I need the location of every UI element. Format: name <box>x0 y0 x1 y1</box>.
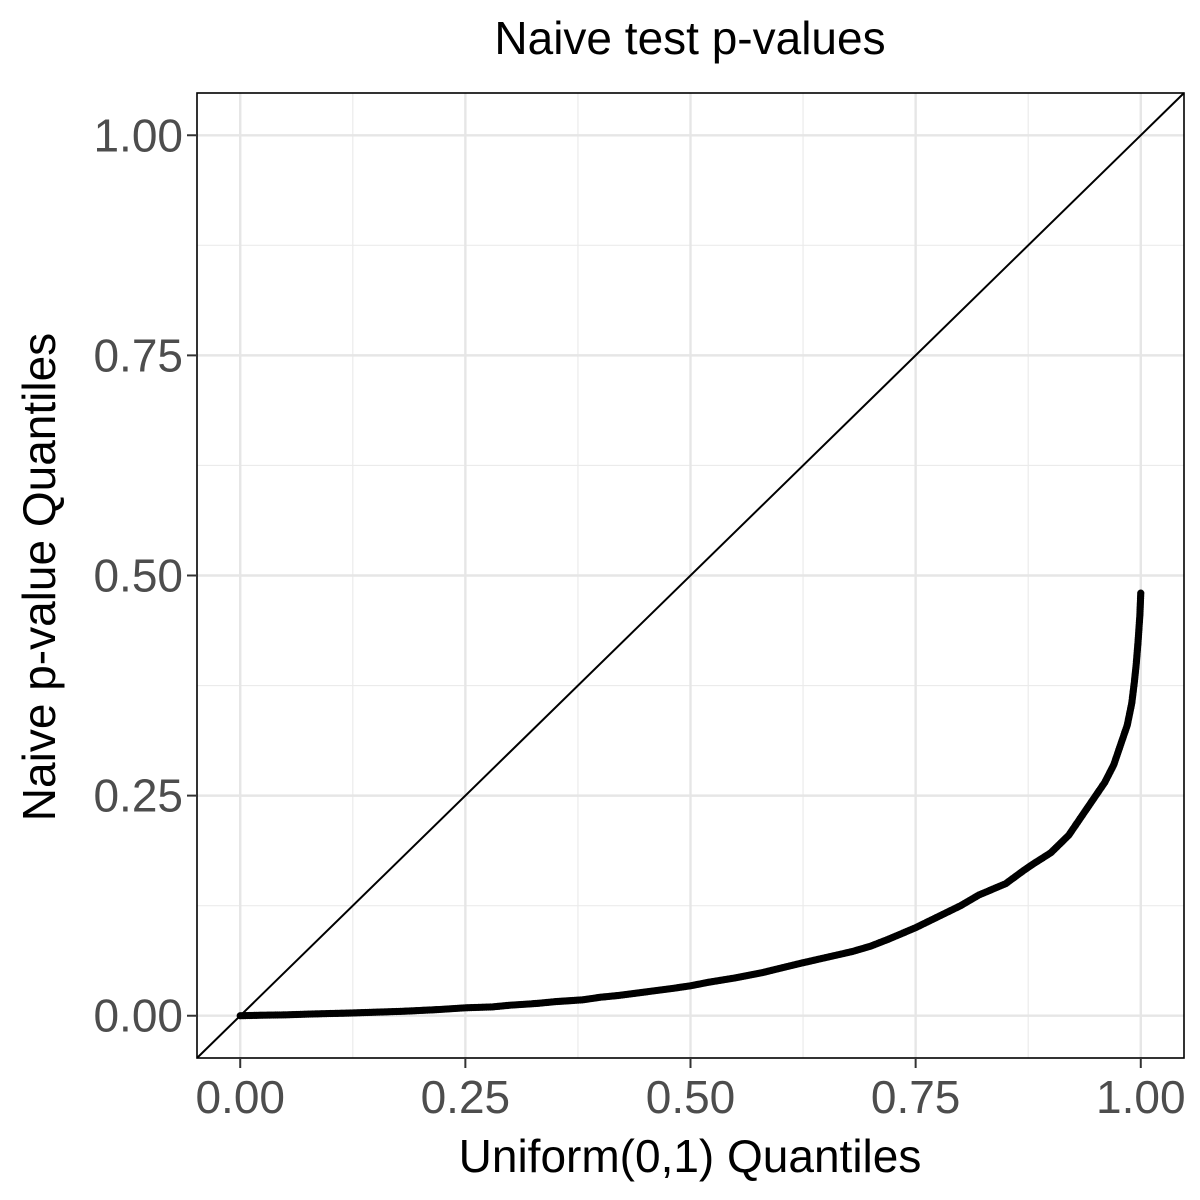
y-tick-label: 0.00 <box>93 990 183 1042</box>
data-point <box>1137 589 1145 597</box>
x-tick-label: 0.25 <box>421 1071 511 1123</box>
x-tick-label: 1.00 <box>1096 1071 1186 1123</box>
x-axis-title: Uniform(0,1) Quantiles <box>459 1130 922 1182</box>
y-tick-label: 0.50 <box>93 550 183 602</box>
y-tick-label: 1.00 <box>93 109 183 161</box>
y-tick-label: 0.25 <box>93 770 183 822</box>
x-tick-label: 0.50 <box>646 1071 736 1123</box>
y-axis: 0.00 0.25 0.50 0.75 1.00 <box>93 109 197 1042</box>
data-points <box>236 589 1145 1020</box>
y-tick-label: 0.75 <box>93 329 183 381</box>
reference-line <box>196 92 1185 1059</box>
grid-major <box>197 93 1184 1058</box>
y-axis-title: Naive p-value Quantiles <box>13 333 65 821</box>
x-tick-label: 0.75 <box>871 1071 961 1123</box>
x-tick-label: 0.00 <box>195 1071 285 1123</box>
chart-title: Naive test p-values <box>494 12 885 64</box>
x-axis: 0.00 0.25 0.50 0.75 1.00 <box>195 1058 1186 1123</box>
